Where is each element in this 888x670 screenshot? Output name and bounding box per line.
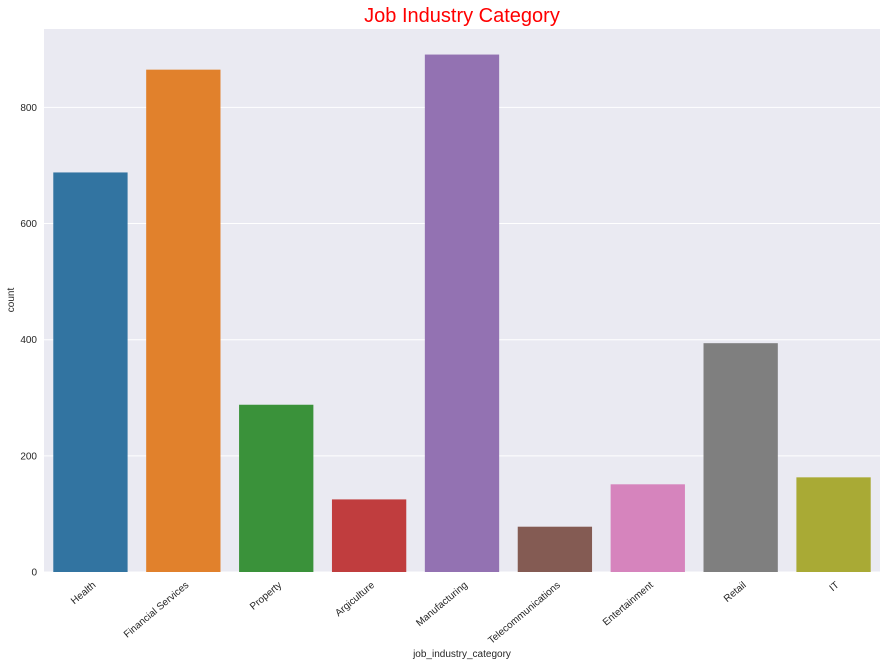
x-tick-label: Health — [69, 580, 98, 607]
x-tick-label: Manufacturing — [414, 580, 470, 629]
y-axis-label: count — [6, 288, 17, 313]
y-tick-label: 800 — [20, 103, 37, 114]
y-tick-label: 0 — [31, 568, 37, 579]
y-tick-label: 200 — [20, 451, 37, 462]
bar-property — [239, 404, 314, 572]
x-tick-label: IT — [828, 580, 842, 594]
x-tick-label: Entertainment — [601, 580, 656, 629]
bar-retail — [703, 343, 778, 572]
bar-telecommunications — [517, 526, 593, 572]
y-tick-label: 600 — [20, 219, 37, 230]
x-axis-ticks: Health Financial Services Property Argicult… — [69, 580, 841, 647]
y-tick-label: 400 — [20, 335, 37, 346]
x-tick-label: Property — [248, 580, 284, 613]
chart-title: Job Industry Category — [364, 5, 560, 27]
x-axis-label: job_industry_category — [412, 649, 511, 660]
bars — [53, 54, 871, 573]
bar-argiculture — [331, 499, 407, 572]
bar-health — [53, 172, 128, 572]
x-tick-label: Financial Services — [122, 580, 191, 641]
bar-financial-services — [146, 69, 221, 572]
y-axis-ticks: 0 200 400 600 800 — [20, 103, 37, 579]
bar-manufacturing — [424, 54, 500, 573]
x-tick-label: Telecommunications — [486, 580, 562, 647]
x-tick-label: Argiculture — [333, 580, 377, 619]
x-tick-label: Retail — [722, 580, 749, 605]
bar-entertainment — [610, 484, 685, 572]
bar-it — [796, 477, 871, 572]
